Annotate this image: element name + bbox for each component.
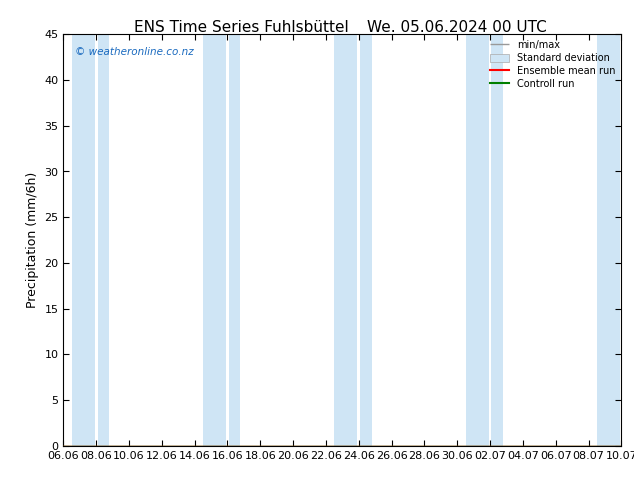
- Bar: [98, 34, 109, 446]
- Bar: [335, 34, 358, 446]
- Bar: [360, 34, 372, 446]
- Legend: min/max, Standard deviation, Ensemble mean run, Controll run: min/max, Standard deviation, Ensemble me…: [486, 36, 619, 93]
- Bar: [597, 34, 620, 446]
- Bar: [204, 34, 226, 446]
- Bar: [72, 34, 95, 446]
- Text: ENS Time Series Fuhlsbüttel: ENS Time Series Fuhlsbüttel: [134, 20, 348, 35]
- Bar: [491, 34, 503, 446]
- Text: We. 05.06.2024 00 UTC: We. 05.06.2024 00 UTC: [366, 20, 547, 35]
- Bar: [229, 34, 240, 446]
- Bar: [623, 34, 634, 446]
- Bar: [466, 34, 489, 446]
- Y-axis label: Precipitation (mm/6h): Precipitation (mm/6h): [26, 172, 39, 308]
- Text: © weatheronline.co.nz: © weatheronline.co.nz: [75, 47, 193, 57]
